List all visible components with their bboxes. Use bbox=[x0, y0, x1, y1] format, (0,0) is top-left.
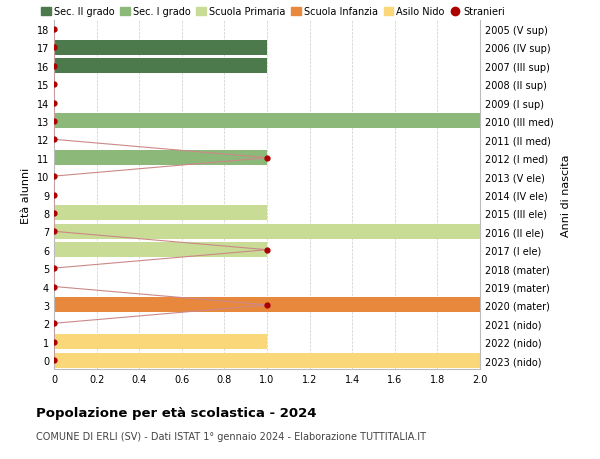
Legend: Sec. II grado, Sec. I grado, Scuola Primaria, Scuola Infanzia, Asilo Nido, Stran: Sec. II grado, Sec. I grado, Scuola Prim… bbox=[41, 7, 505, 17]
Text: COMUNE DI ERLI (SV) - Dati ISTAT 1° gennaio 2024 - Elaborazione TUTTITALIA.IT: COMUNE DI ERLI (SV) - Dati ISTAT 1° genn… bbox=[36, 431, 426, 442]
Bar bbox=[54, 335, 267, 349]
Y-axis label: Età alunni: Età alunni bbox=[21, 167, 31, 223]
Bar bbox=[54, 59, 267, 74]
Bar bbox=[54, 224, 480, 239]
Bar bbox=[54, 298, 480, 313]
Bar bbox=[54, 353, 480, 368]
Bar bbox=[54, 206, 267, 221]
Bar bbox=[54, 114, 480, 129]
Text: Popolazione per età scolastica - 2024: Popolazione per età scolastica - 2024 bbox=[36, 406, 317, 419]
Bar bbox=[54, 151, 267, 166]
Bar bbox=[54, 41, 267, 56]
Bar bbox=[54, 243, 267, 257]
Y-axis label: Anni di nascita: Anni di nascita bbox=[560, 154, 571, 236]
